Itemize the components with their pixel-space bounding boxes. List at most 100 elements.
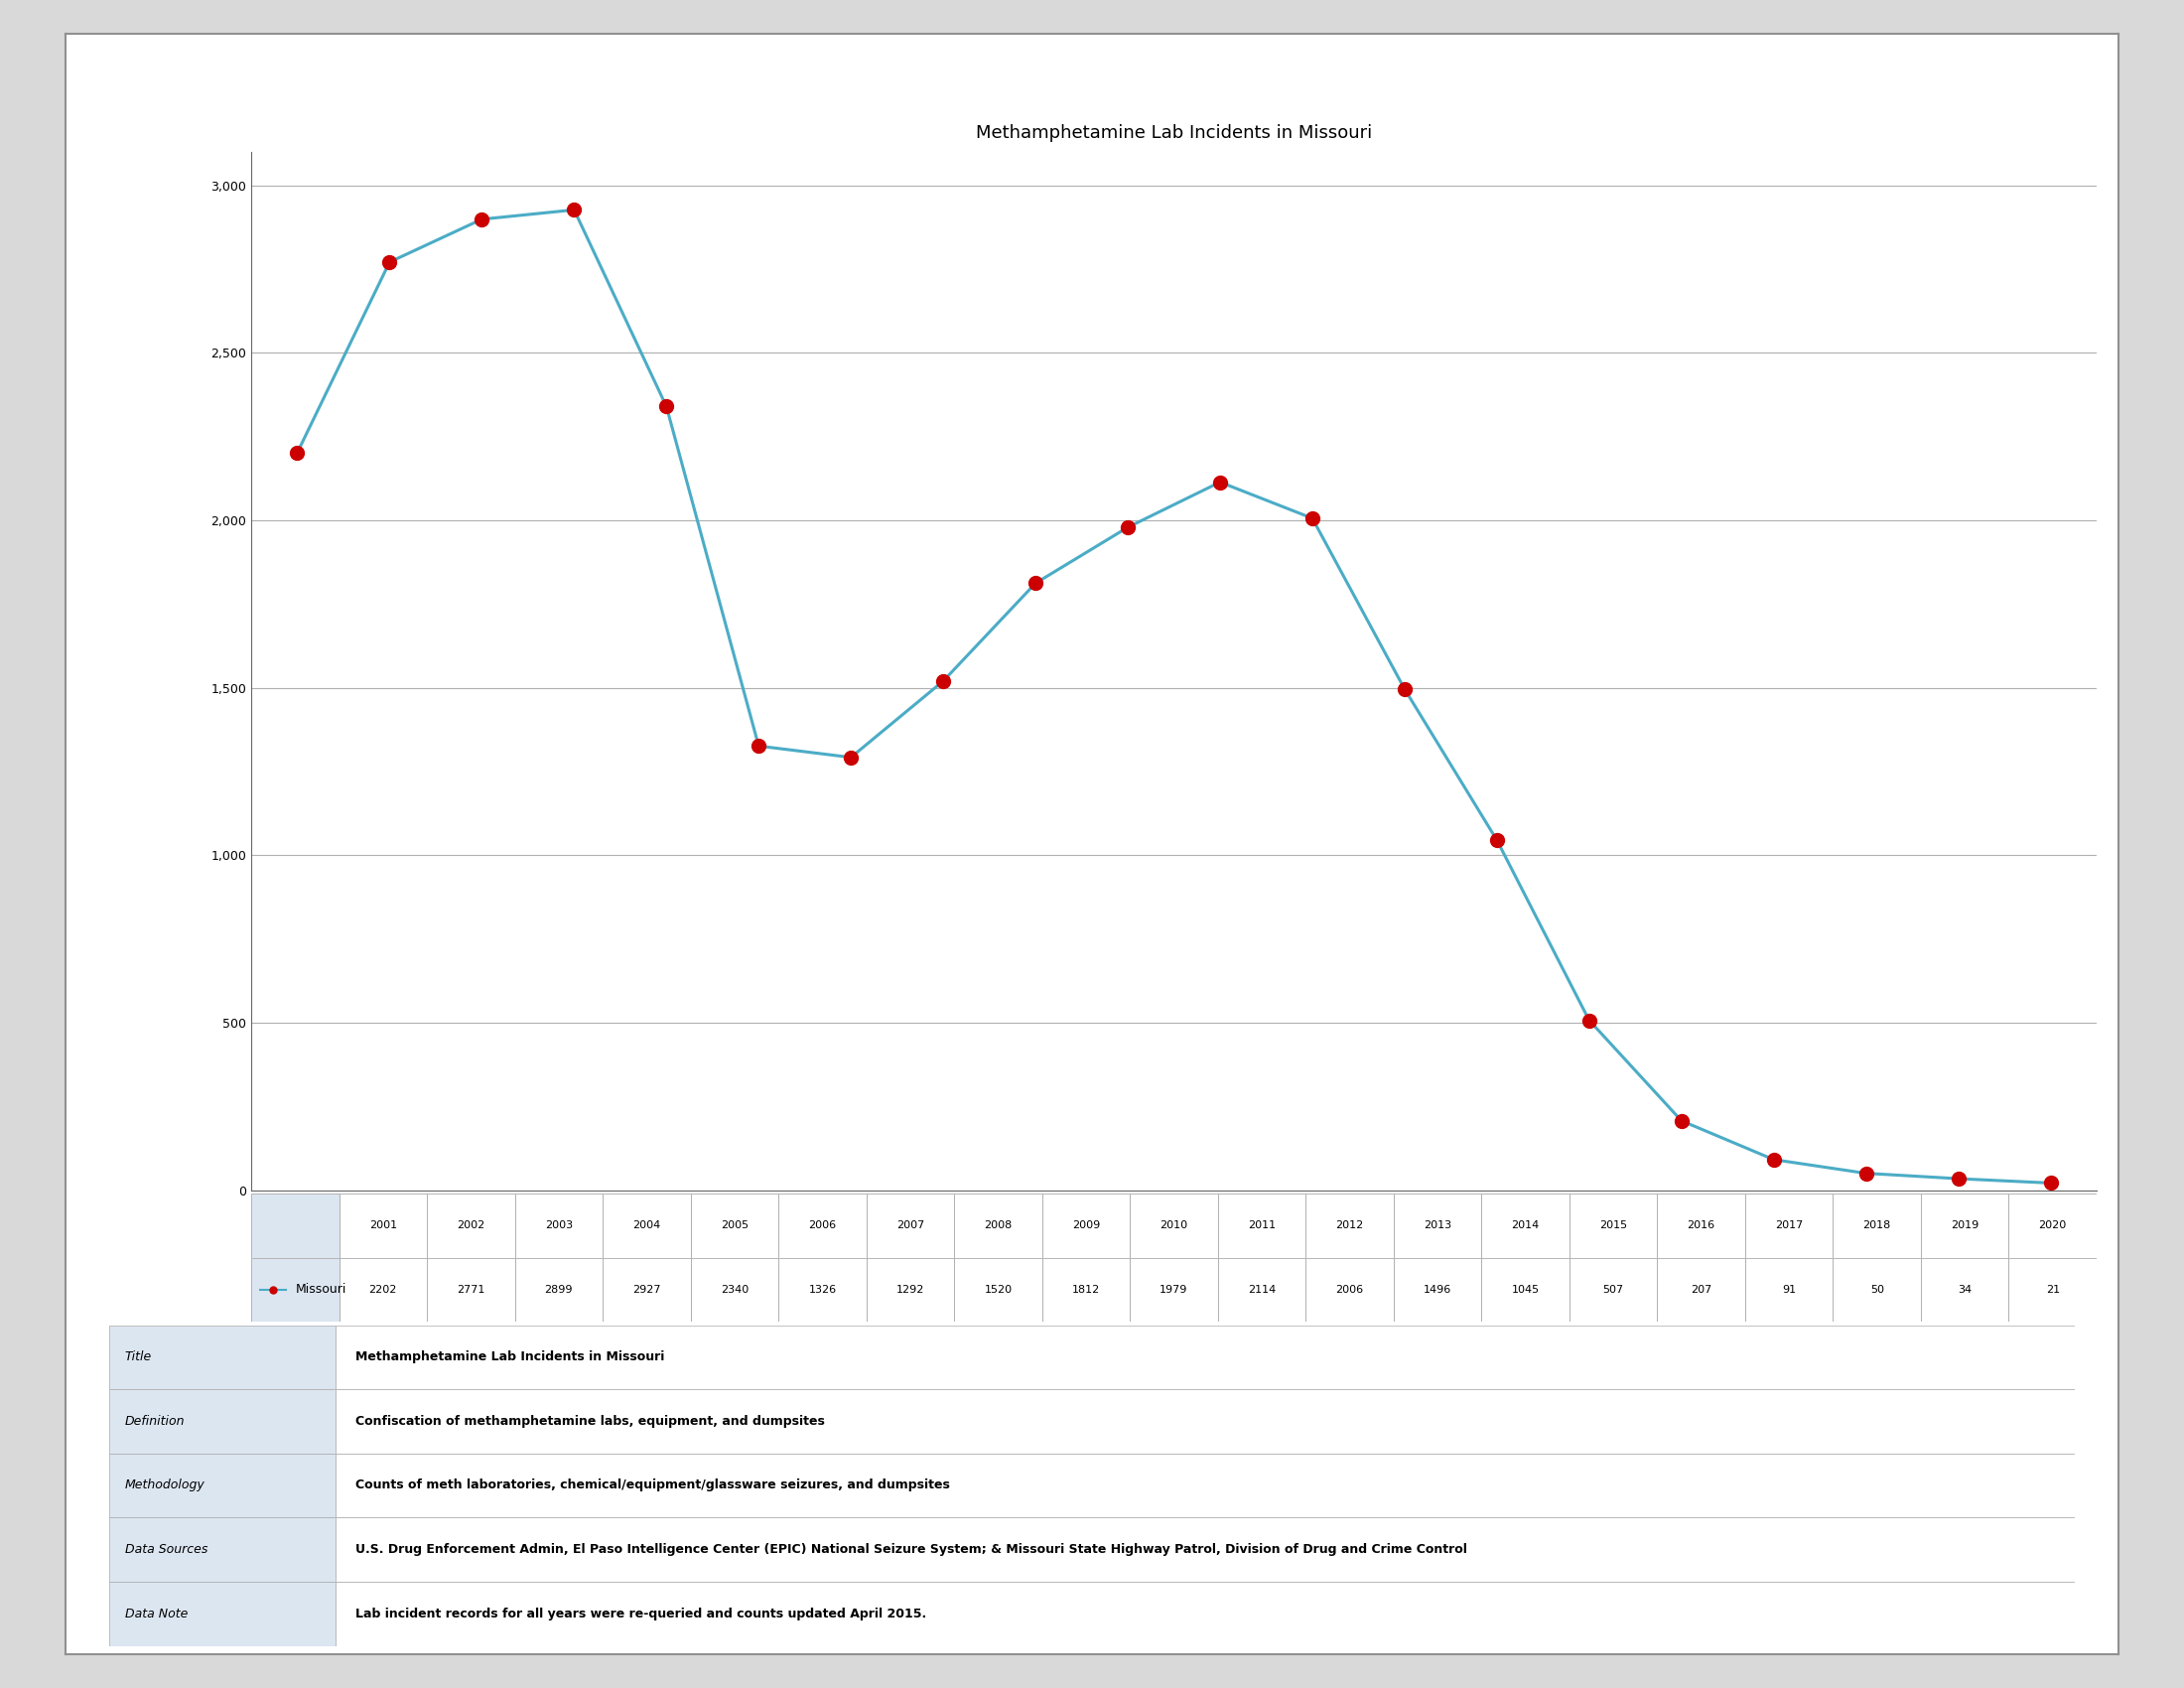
Text: 2006: 2006 [1337, 1285, 1363, 1295]
Bar [426, 1258, 515, 1322]
Text: 1496: 1496 [1424, 1285, 1452, 1295]
Text: 507: 507 [1603, 1285, 1623, 1295]
Bar [2009, 1193, 2097, 1258]
Bar [690, 1193, 778, 1258]
Text: 1045: 1045 [1511, 1285, 1540, 1295]
Bar [1481, 1193, 1570, 1258]
Text: 1812: 1812 [1072, 1285, 1101, 1295]
Bar [336, 1389, 2075, 1453]
Bar [603, 1193, 690, 1258]
Text: 2899: 2899 [544, 1285, 572, 1295]
Bar [336, 1518, 2075, 1582]
Text: 1979: 1979 [1160, 1285, 1188, 1295]
Text: 21: 21 [2046, 1285, 2060, 1295]
Text: 2011: 2011 [1247, 1220, 1275, 1231]
Bar [1393, 1193, 1481, 1258]
Text: 2007: 2007 [895, 1220, 924, 1231]
Text: 2008: 2008 [985, 1220, 1011, 1231]
Bar [426, 1193, 515, 1258]
Text: 2006: 2006 [808, 1220, 836, 1231]
Text: 1292: 1292 [895, 1285, 924, 1295]
Bar [867, 1258, 954, 1322]
Bar [954, 1258, 1042, 1322]
Bar [109, 1325, 336, 1389]
Text: 2009: 2009 [1072, 1220, 1101, 1231]
Bar [251, 1258, 339, 1322]
Bar [1745, 1193, 1832, 1258]
Bar [251, 1193, 339, 1258]
Bar [1570, 1258, 1658, 1322]
Text: Lab incident records for all years were re-queried and counts updated April 2015: Lab incident records for all years were … [354, 1607, 926, 1620]
Text: Title: Title [124, 1350, 153, 1364]
Bar [336, 1325, 2075, 1389]
Text: 2015: 2015 [1599, 1220, 1627, 1231]
Bar [1306, 1258, 1393, 1322]
Bar [336, 1453, 2075, 1518]
Text: Counts of meth laboratories, chemical/equipment/glassware seizures, and dumpsite: Counts of meth laboratories, chemical/eq… [354, 1479, 950, 1492]
Text: 2013: 2013 [1424, 1220, 1452, 1231]
Bar [1658, 1193, 1745, 1258]
Text: 34: 34 [1957, 1285, 1972, 1295]
Bar [109, 1453, 336, 1518]
Text: 50: 50 [1870, 1285, 1885, 1295]
Bar [1393, 1258, 1481, 1322]
Bar [1219, 1258, 1306, 1322]
Bar [867, 1193, 954, 1258]
Text: Data Sources: Data Sources [124, 1543, 207, 1556]
Text: 2005: 2005 [721, 1220, 749, 1231]
Title: Methamphetamine Lab Incidents in Missouri: Methamphetamine Lab Incidents in Missour… [976, 125, 1372, 142]
Bar [778, 1193, 867, 1258]
Text: Data Note: Data Note [124, 1607, 188, 1620]
Text: 2202: 2202 [369, 1285, 397, 1295]
Text: 2114: 2114 [1247, 1285, 1275, 1295]
Bar [1042, 1258, 1129, 1322]
Text: 2020: 2020 [2038, 1220, 2066, 1231]
Bar [1219, 1193, 1306, 1258]
Bar [954, 1193, 1042, 1258]
Bar [2009, 1258, 2097, 1322]
Text: 2010: 2010 [1160, 1220, 1188, 1231]
Text: 1520: 1520 [985, 1285, 1011, 1295]
Bar [109, 1389, 336, 1453]
Text: 2771: 2771 [456, 1285, 485, 1295]
Bar [339, 1193, 426, 1258]
Text: 2018: 2018 [1863, 1220, 1891, 1231]
Text: Confiscation of methamphetamine labs, equipment, and dumpsites: Confiscation of methamphetamine labs, eq… [354, 1415, 823, 1428]
Bar [1832, 1258, 1922, 1322]
Bar [778, 1258, 867, 1322]
Bar [1570, 1193, 1658, 1258]
Text: 2016: 2016 [1688, 1220, 1714, 1231]
Bar [1481, 1258, 1570, 1322]
Text: 2001: 2001 [369, 1220, 397, 1231]
Text: 207: 207 [1690, 1285, 1712, 1295]
Text: U.S. Drug Enforcement Admin, El Paso Intelligence Center (EPIC) National Seizure: U.S. Drug Enforcement Admin, El Paso Int… [354, 1543, 1468, 1556]
Bar [690, 1258, 778, 1322]
Bar [1832, 1193, 1922, 1258]
Text: Methodology: Methodology [124, 1479, 205, 1492]
Text: 91: 91 [1782, 1285, 1795, 1295]
Bar [336, 1582, 2075, 1646]
Text: 2012: 2012 [1337, 1220, 1363, 1231]
Bar [1745, 1258, 1832, 1322]
Text: 2014: 2014 [1511, 1220, 1540, 1231]
Bar [1658, 1258, 1745, 1322]
Bar [515, 1193, 603, 1258]
Bar [1042, 1193, 1129, 1258]
Bar [603, 1258, 690, 1322]
Text: 2002: 2002 [456, 1220, 485, 1231]
Bar [109, 1518, 336, 1582]
Text: 2340: 2340 [721, 1285, 749, 1295]
Bar [1922, 1258, 2009, 1322]
Text: Definition: Definition [124, 1415, 186, 1428]
Bar [1129, 1193, 1219, 1258]
Bar [339, 1258, 426, 1322]
Text: 2019: 2019 [1950, 1220, 1979, 1231]
Text: Methamphetamine Lab Incidents in Missouri: Methamphetamine Lab Incidents in Missour… [354, 1350, 664, 1364]
Text: 2017: 2017 [1776, 1220, 1804, 1231]
Text: Missouri: Missouri [295, 1283, 345, 1296]
Bar [1922, 1193, 2009, 1258]
Text: 1326: 1326 [808, 1285, 836, 1295]
Bar [1306, 1193, 1393, 1258]
Text: 2004: 2004 [633, 1220, 660, 1231]
Bar [1129, 1258, 1219, 1322]
